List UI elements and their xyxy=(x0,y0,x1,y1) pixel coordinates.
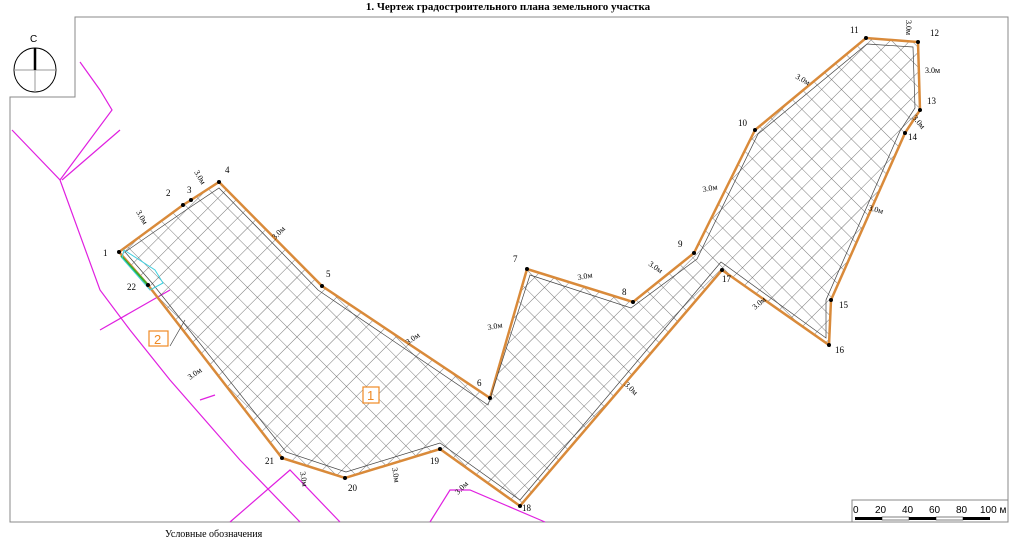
svg-text:3.0м: 3.0м xyxy=(867,203,884,216)
north-label: С xyxy=(30,34,37,45)
svg-text:0: 0 xyxy=(853,505,859,516)
svg-text:3.0м: 3.0м xyxy=(904,20,913,35)
svg-text:20: 20 xyxy=(875,505,887,516)
svg-text:80: 80 xyxy=(956,505,968,516)
svg-text:3.0м: 3.0м xyxy=(270,224,287,241)
svg-text:9: 9 xyxy=(678,239,683,249)
svg-text:6: 6 xyxy=(477,378,482,388)
svg-text:60: 60 xyxy=(929,505,941,516)
svg-text:3.0м: 3.0м xyxy=(910,114,927,131)
svg-text:2: 2 xyxy=(166,188,171,198)
page-title: 1. Чертеж градостроительного плана земел… xyxy=(365,1,651,13)
svg-text:3.0м: 3.0м xyxy=(647,259,665,275)
svg-text:3.0м: 3.0м xyxy=(453,479,470,496)
svg-text:3.0м: 3.0м xyxy=(134,209,149,227)
vertices xyxy=(117,36,922,508)
svg-text:5: 5 xyxy=(326,269,331,279)
svg-text:40: 40 xyxy=(902,505,914,516)
legend-title: Условные обозначения xyxy=(165,529,263,540)
svg-text:12: 12 xyxy=(930,28,939,38)
compass-icon: С xyxy=(13,34,57,93)
point-labels: 1 2 3 4 5 6 7 8 9 10 11 12 13 14 15 16 1… xyxy=(103,25,939,513)
svg-text:3.0м: 3.0м xyxy=(186,366,204,382)
svg-text:22: 22 xyxy=(127,282,136,292)
svg-text:8: 8 xyxy=(622,287,627,297)
svg-text:10: 10 xyxy=(738,118,748,128)
svg-text:3.0м: 3.0м xyxy=(487,320,503,331)
scale-bar: 0 20 40 60 80 100 м xyxy=(851,499,1009,523)
svg-text:3: 3 xyxy=(187,185,192,195)
land-plot xyxy=(117,36,922,508)
svg-text:1: 1 xyxy=(103,248,108,258)
svg-text:3.0м: 3.0м xyxy=(298,471,309,487)
svg-text:11: 11 xyxy=(850,25,859,35)
svg-text:100 м: 100 м xyxy=(980,505,1006,516)
svg-text:2: 2 xyxy=(154,332,161,347)
svg-text:18: 18 xyxy=(522,503,532,513)
utility-lines xyxy=(11,61,546,523)
svg-text:14: 14 xyxy=(908,132,918,142)
svg-text:3.0м: 3.0м xyxy=(390,467,401,483)
setback-labels: 3.0м 3.0м 3.0м 3.0м 3.0м 3.0м 3.0м 3.0м … xyxy=(134,20,940,496)
svg-text:20: 20 xyxy=(348,483,358,493)
zone-2-area xyxy=(121,249,164,291)
svg-text:17: 17 xyxy=(722,274,732,284)
svg-text:4: 4 xyxy=(225,165,230,175)
setback-line xyxy=(124,43,916,501)
svg-text:3.0м: 3.0м xyxy=(925,66,940,75)
svg-text:3.0м: 3.0м xyxy=(192,169,207,187)
svg-text:3.0м: 3.0м xyxy=(577,270,593,281)
green-segment xyxy=(120,255,149,286)
frame xyxy=(9,16,1009,523)
zone-1-label: 1 xyxy=(362,386,380,404)
svg-text:16: 16 xyxy=(835,345,845,355)
svg-text:3.0м: 3.0м xyxy=(702,182,718,193)
svg-text:1: 1 xyxy=(367,388,374,403)
zone-2-label: 2 xyxy=(148,319,186,347)
svg-text:13: 13 xyxy=(927,96,937,106)
svg-text:21: 21 xyxy=(265,456,274,466)
svg-text:3.0м: 3.0м xyxy=(404,331,422,347)
svg-text:19: 19 xyxy=(430,456,440,466)
svg-text:3.0м: 3.0м xyxy=(623,380,640,397)
svg-text:15: 15 xyxy=(839,300,849,310)
svg-text:7: 7 xyxy=(513,254,518,264)
